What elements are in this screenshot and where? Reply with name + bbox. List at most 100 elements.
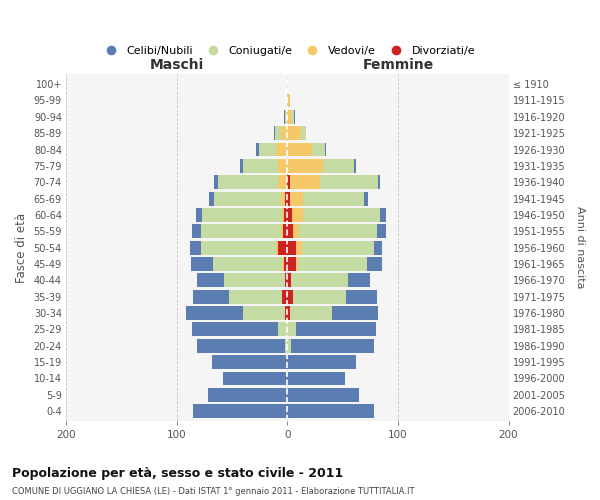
Bar <box>212 355 287 369</box>
Bar <box>332 306 378 320</box>
Bar <box>348 274 370 287</box>
Bar <box>243 306 285 320</box>
Bar <box>303 192 364 205</box>
Bar <box>276 240 278 254</box>
Bar <box>287 322 296 336</box>
Bar <box>196 208 202 222</box>
Bar <box>191 257 213 271</box>
Bar <box>346 290 377 304</box>
Bar <box>287 240 296 254</box>
Bar <box>296 240 302 254</box>
Bar <box>201 240 276 254</box>
Bar <box>287 290 293 304</box>
Bar <box>276 142 287 156</box>
Bar <box>214 192 281 205</box>
Bar <box>325 142 326 156</box>
Bar <box>287 274 290 287</box>
Bar <box>259 142 276 156</box>
Bar <box>378 176 380 189</box>
Bar <box>311 142 325 156</box>
Bar <box>214 176 218 189</box>
Bar <box>192 322 278 336</box>
Bar <box>256 142 259 156</box>
Bar <box>240 159 243 173</box>
Bar <box>282 290 287 304</box>
Bar <box>290 274 348 287</box>
Bar <box>285 339 287 352</box>
Bar <box>320 176 378 189</box>
Bar <box>287 192 290 205</box>
Bar <box>290 306 332 320</box>
Bar <box>193 404 287 418</box>
Bar <box>296 257 298 271</box>
Bar <box>243 159 278 173</box>
Bar <box>301 126 306 140</box>
Bar <box>296 322 376 336</box>
Bar <box>278 159 287 173</box>
Bar <box>197 274 224 287</box>
Bar <box>287 142 311 156</box>
Bar <box>292 110 294 124</box>
Text: COMUNE DI UGGIANO LA CHIESA (LE) - Dati ISTAT 1° gennaio 2011 - Elaborazione TUT: COMUNE DI UGGIANO LA CHIESA (LE) - Dati … <box>12 488 415 496</box>
Bar <box>285 274 287 287</box>
Bar <box>223 372 287 386</box>
Bar <box>367 257 382 271</box>
Bar <box>287 355 356 369</box>
Bar <box>290 339 374 352</box>
Bar <box>278 176 287 189</box>
Y-axis label: Anni di nascita: Anni di nascita <box>575 206 585 289</box>
Bar <box>192 224 201 238</box>
Bar <box>283 224 287 238</box>
Bar <box>287 404 374 418</box>
Bar <box>290 192 303 205</box>
Bar <box>287 224 293 238</box>
Text: Femmine: Femmine <box>362 58 434 72</box>
Bar <box>302 240 374 254</box>
Bar <box>287 110 292 124</box>
Bar <box>294 110 295 124</box>
Bar <box>282 208 284 222</box>
Bar <box>281 126 287 140</box>
Bar <box>377 224 386 238</box>
Bar <box>281 224 283 238</box>
Bar <box>298 257 367 271</box>
Bar <box>202 208 282 222</box>
Bar <box>287 339 290 352</box>
Bar <box>281 192 285 205</box>
Bar <box>278 322 287 336</box>
Text: Maschi: Maschi <box>149 58 204 72</box>
Bar <box>287 306 290 320</box>
Bar <box>274 126 275 140</box>
Bar <box>287 159 323 173</box>
Bar <box>323 159 353 173</box>
Bar <box>282 257 284 271</box>
Bar <box>213 257 282 271</box>
Bar <box>353 159 356 173</box>
Bar <box>284 110 285 124</box>
Bar <box>364 192 368 205</box>
Bar <box>278 240 287 254</box>
Bar <box>299 224 377 238</box>
Bar <box>287 388 359 402</box>
Bar <box>374 240 382 254</box>
Bar <box>275 126 281 140</box>
Bar <box>208 388 287 402</box>
Bar <box>285 110 287 124</box>
Bar <box>229 290 282 304</box>
Bar <box>287 94 290 108</box>
Bar <box>380 208 386 222</box>
Bar <box>190 240 201 254</box>
Bar <box>287 257 296 271</box>
Bar <box>285 306 287 320</box>
Bar <box>193 290 229 304</box>
Bar <box>284 208 287 222</box>
Bar <box>287 208 292 222</box>
Bar <box>292 208 303 222</box>
Bar <box>285 192 287 205</box>
Bar <box>287 176 290 189</box>
Bar <box>209 192 214 205</box>
Bar <box>293 290 346 304</box>
Bar <box>293 224 299 238</box>
Bar <box>284 257 287 271</box>
Bar <box>287 372 345 386</box>
